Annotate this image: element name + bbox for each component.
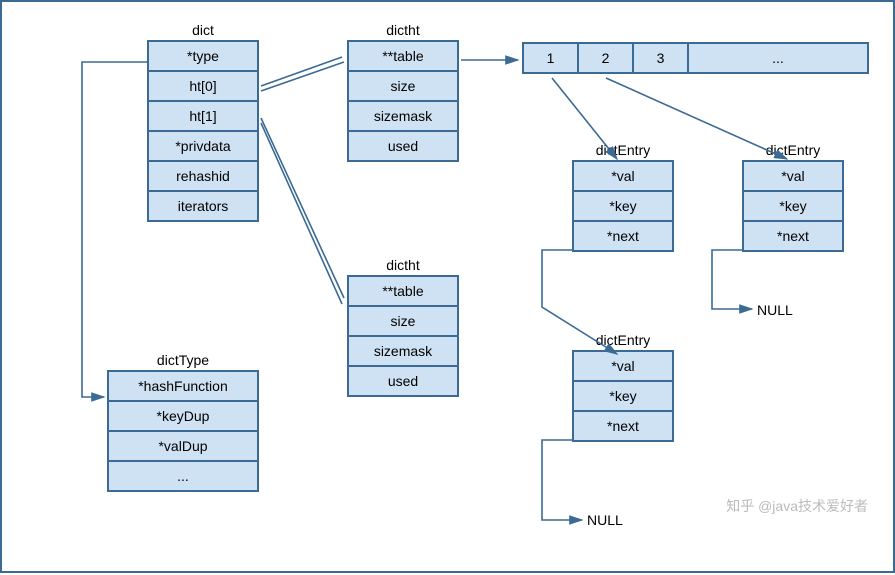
dictht2-field-sizemask: sizemask bbox=[348, 336, 458, 366]
null-label-1: NULL bbox=[757, 302, 793, 318]
watermark: 知乎 @java技术爱好者 bbox=[726, 496, 868, 516]
null-label-2: NULL bbox=[587, 512, 623, 528]
struct-dictEntry-2-body: *val *key *next bbox=[742, 160, 844, 252]
struct-dictht-1-title: dictht bbox=[347, 22, 459, 38]
dict-field-iterators: iterators bbox=[148, 191, 258, 221]
struct-dictEntry-1: dictEntry *val *key *next bbox=[572, 142, 674, 252]
dictEntry1-field-next: *next bbox=[573, 221, 673, 251]
dictEntry3-field-next: *next bbox=[573, 411, 673, 441]
dictEntry1-field-key: *key bbox=[573, 191, 673, 221]
struct-dict-title: dict bbox=[147, 22, 259, 38]
table-slot-1: 1 bbox=[523, 43, 578, 73]
dictht1-field-sizemask: sizemask bbox=[348, 101, 458, 131]
dictEntry2-field-key: *key bbox=[743, 191, 843, 221]
table-array-body: 123... bbox=[522, 42, 869, 74]
struct-dictEntry-3-title: dictEntry bbox=[572, 332, 674, 348]
arrow-0 bbox=[82, 62, 147, 397]
struct-dictEntry-2-title: dictEntry bbox=[742, 142, 844, 158]
dictht1-field-used: used bbox=[348, 131, 458, 161]
dict-field-privdata: *privdata bbox=[148, 131, 258, 161]
struct-dictEntry-1-body: *val *key *next bbox=[572, 160, 674, 252]
struct-dictType-title: dictType bbox=[107, 352, 259, 368]
dictEntry2-field-next: *next bbox=[743, 221, 843, 251]
table-slot-2: 2 bbox=[578, 43, 633, 73]
dictEntry2-field-val: *val bbox=[743, 161, 843, 191]
dict-field-type: *type bbox=[148, 41, 258, 71]
dictht1-field-table: **table bbox=[348, 41, 458, 71]
dictEntry3-field-key: *key bbox=[573, 381, 673, 411]
struct-dictType-body: *hashFunction *keyDup *valDup ... bbox=[107, 370, 259, 492]
dictType-field-keyDup: *keyDup bbox=[108, 401, 258, 431]
struct-dictEntry-2: dictEntry *val *key *next bbox=[742, 142, 844, 252]
dictEntry1-field-val: *val bbox=[573, 161, 673, 191]
struct-dict: dict *type ht[0] ht[1] *privdata rehashi… bbox=[147, 22, 259, 222]
dictht1-field-size: size bbox=[348, 71, 458, 101]
dictEntry3-field-val: *val bbox=[573, 351, 673, 381]
table-slot-more: ... bbox=[688, 43, 868, 73]
table-slot-3: 3 bbox=[633, 43, 688, 73]
arrow-1 bbox=[261, 57, 344, 91]
struct-dictht-2-title: dictht bbox=[347, 257, 459, 273]
struct-dictEntry-1-title: dictEntry bbox=[572, 142, 674, 158]
dictht2-field-used: used bbox=[348, 366, 458, 396]
arrow-8 bbox=[542, 440, 582, 520]
arrow-7 bbox=[712, 250, 752, 309]
arrow-2 bbox=[261, 118, 344, 304]
struct-dict-body: *type ht[0] ht[1] *privdata rehashid ite… bbox=[147, 40, 259, 222]
struct-dictht-1-body: **table size sizemask used bbox=[347, 40, 459, 162]
dict-field-ht1: ht[1] bbox=[148, 101, 258, 131]
struct-dictEntry-3-body: *val *key *next bbox=[572, 350, 674, 442]
dict-field-rehashid: rehashid bbox=[148, 161, 258, 191]
struct-dictEntry-3: dictEntry *val *key *next bbox=[572, 332, 674, 442]
struct-dictht-2: dictht **table size sizemask used bbox=[347, 257, 459, 397]
struct-dictht-1: dictht **table size sizemask used bbox=[347, 22, 459, 162]
dict-field-ht0: ht[0] bbox=[148, 71, 258, 101]
dictType-field-valDup: *valDup bbox=[108, 431, 258, 461]
struct-dictType: dictType *hashFunction *keyDup *valDup .… bbox=[107, 352, 259, 492]
dictht2-field-size: size bbox=[348, 306, 458, 336]
table-array: 123... bbox=[522, 42, 869, 74]
struct-dictht-2-body: **table size sizemask used bbox=[347, 275, 459, 397]
dictType-field-hashFunction: *hashFunction bbox=[108, 371, 258, 401]
dictType-field-more: ... bbox=[108, 461, 258, 491]
dictht2-field-table: **table bbox=[348, 276, 458, 306]
